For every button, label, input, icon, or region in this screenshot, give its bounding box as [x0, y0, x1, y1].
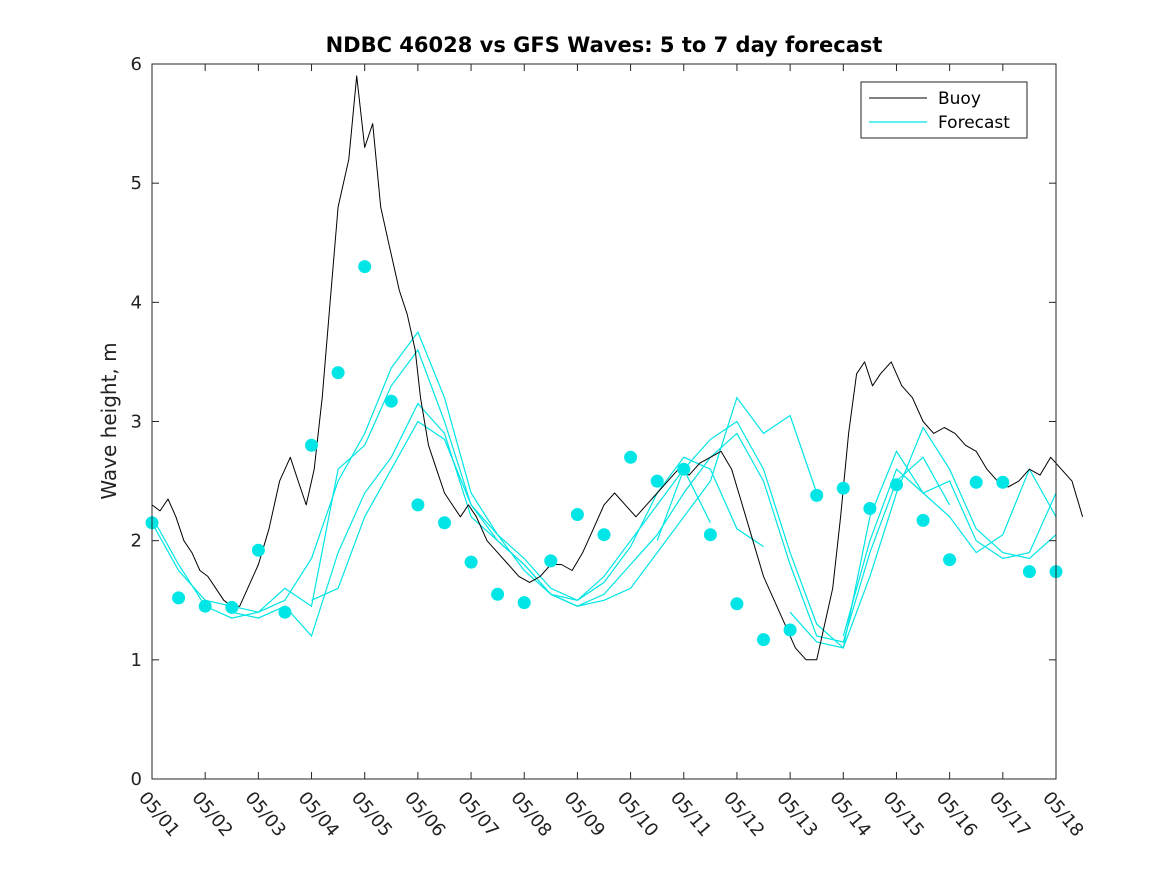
forecast-marker: [278, 605, 292, 619]
forecast-marker: [943, 553, 957, 567]
y-tick-label: 0: [131, 769, 142, 790]
forecast-line-5: [656, 420, 1057, 649]
y-tick-label: 2: [131, 531, 142, 552]
forecast-marker: [996, 475, 1010, 489]
forecast-marker: [810, 488, 824, 502]
forecast-marker: [916, 513, 930, 527]
forecast-marker: [863, 502, 877, 515]
forecast-marker: [624, 450, 638, 464]
forecast-marker: [890, 478, 903, 492]
y-tick-label: 4: [131, 292, 142, 313]
forecast-marker: [464, 555, 478, 569]
forecast-marker: [358, 260, 372, 274]
forecast-marker: [491, 587, 505, 601]
forecast-marker: [730, 597, 744, 611]
forecast-line-7: [842, 467, 1057, 637]
forecast-marker: [198, 599, 212, 613]
forecast-marker: [836, 481, 850, 495]
forecast-marker: [1022, 565, 1036, 579]
forecast-marker: [597, 528, 611, 542]
forecast-marker: [331, 366, 345, 380]
y-tick-label: 5: [131, 173, 142, 194]
forecast-marker: [438, 516, 451, 530]
forecast-marker: [677, 462, 691, 476]
forecast-marker: [783, 623, 797, 637]
forecast-marker: [650, 474, 664, 488]
forecast-marker: [384, 394, 398, 408]
forecast-marker: [411, 498, 425, 512]
legend-buoy-label: Buoy: [938, 89, 981, 109]
forecast-marker: [251, 543, 265, 557]
y-tick-label: 1: [131, 650, 142, 671]
buoy-line: [151, 75, 1084, 661]
forecast-line-1: [151, 330, 711, 613]
forecast-line-2: [151, 348, 764, 619]
y-axis-label: Wave height, m: [97, 342, 121, 499]
legend-forecast-label: Forecast: [938, 113, 1010, 133]
y-tick-label: 3: [131, 412, 142, 433]
forecast-marker: [703, 528, 717, 542]
forecast-marker: [517, 596, 531, 610]
forecast-marker: [544, 554, 558, 568]
forecast-marker: [172, 591, 186, 605]
chart-title: NDBC 46028 vs GFS Waves: 5 to 7 day fore…: [326, 33, 883, 57]
y-tick-label: 6: [131, 54, 142, 75]
forecast-marker: [305, 438, 318, 452]
forecast-line-3: [231, 396, 818, 638]
forecast-marker: [570, 508, 584, 521]
legend: Buoy Forecast: [860, 81, 1028, 139]
forecast-marker: [969, 475, 983, 489]
forecast-marker: [225, 600, 239, 614]
legend-box: [860, 81, 1028, 139]
forecast-marker: [757, 633, 770, 647]
forecast-line-4: [311, 420, 951, 643]
